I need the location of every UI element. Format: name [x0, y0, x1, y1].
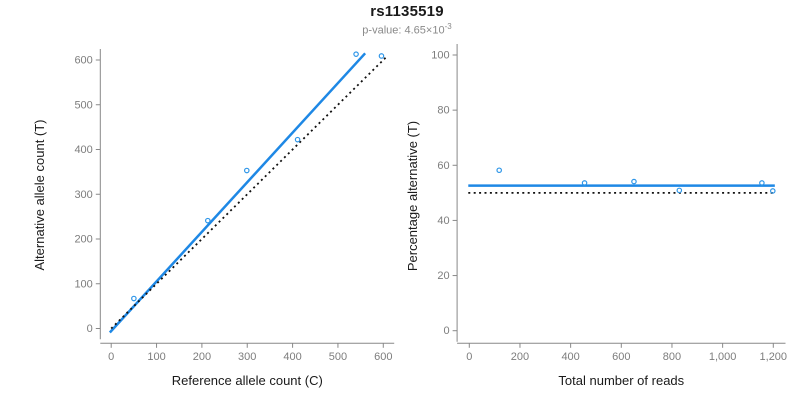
chart-title: rs1135519: [370, 3, 444, 20]
x-tick-label: 500: [329, 351, 347, 363]
x-tick-label: 400: [283, 351, 301, 363]
fit-line: [108, 52, 367, 334]
x-tick-label: 600: [374, 351, 392, 363]
y-tick-label: 100: [431, 50, 449, 62]
x-tick-label: 200: [511, 351, 529, 363]
data-point: [676, 187, 683, 194]
y-axis-title: Percentage alternative (T): [405, 121, 420, 271]
x-axis-title: Reference allele count (C): [172, 373, 323, 388]
x-tick-label: 100: [147, 351, 165, 363]
y-tick-label: 600: [74, 55, 92, 67]
x-tick-label: 200: [193, 351, 211, 363]
y-tick-label: 60: [437, 160, 449, 172]
x-tick-label: 0: [466, 351, 472, 363]
y-tick-label: 100: [74, 278, 92, 290]
y-tick-label: 500: [74, 99, 92, 111]
x-tick-label: 1,000: [709, 351, 737, 363]
y-tick-label: 200: [74, 234, 92, 246]
p-value-exponent: -3: [444, 22, 452, 31]
data-point: [204, 217, 211, 224]
p-value-text: p-value: 4.65×10: [362, 24, 445, 37]
figure-header: rs1135519 p-value: 4.65×10-3: [14, 0, 800, 37]
data-point: [631, 178, 637, 185]
y-tick-label: 80: [437, 105, 449, 117]
x-tick-label: 0: [108, 351, 114, 363]
x-tick-label: 300: [238, 351, 256, 363]
data-point: [294, 136, 301, 143]
y-tick-label: 0: [443, 325, 449, 337]
y-tick-label: 300: [74, 189, 92, 201]
data-point: [769, 188, 776, 194]
chart-subtitle: p-value: 4.65×10-3: [14, 22, 800, 37]
x-tick-label: 800: [663, 351, 681, 363]
data-point: [378, 53, 385, 59]
data-point: [243, 167, 250, 174]
y-tick-label: 400: [74, 144, 92, 156]
data-point: [131, 295, 137, 302]
y-tick-label: 0: [87, 323, 93, 335]
x-tick-label: 1,200: [760, 351, 788, 363]
x-axis-title: Total number of reads: [558, 373, 684, 388]
data-point: [353, 51, 359, 57]
data-point: [496, 167, 502, 174]
x-tick-label: 600: [612, 351, 630, 363]
y-axis-title: Alternative allele count (T): [32, 119, 47, 270]
data-point: [581, 180, 588, 186]
data-point: [759, 180, 765, 186]
y-tick-label: 40: [437, 215, 449, 227]
x-tick-label: 400: [561, 351, 579, 363]
identity-line: [110, 57, 387, 330]
y-tick-label: 20: [437, 270, 449, 282]
